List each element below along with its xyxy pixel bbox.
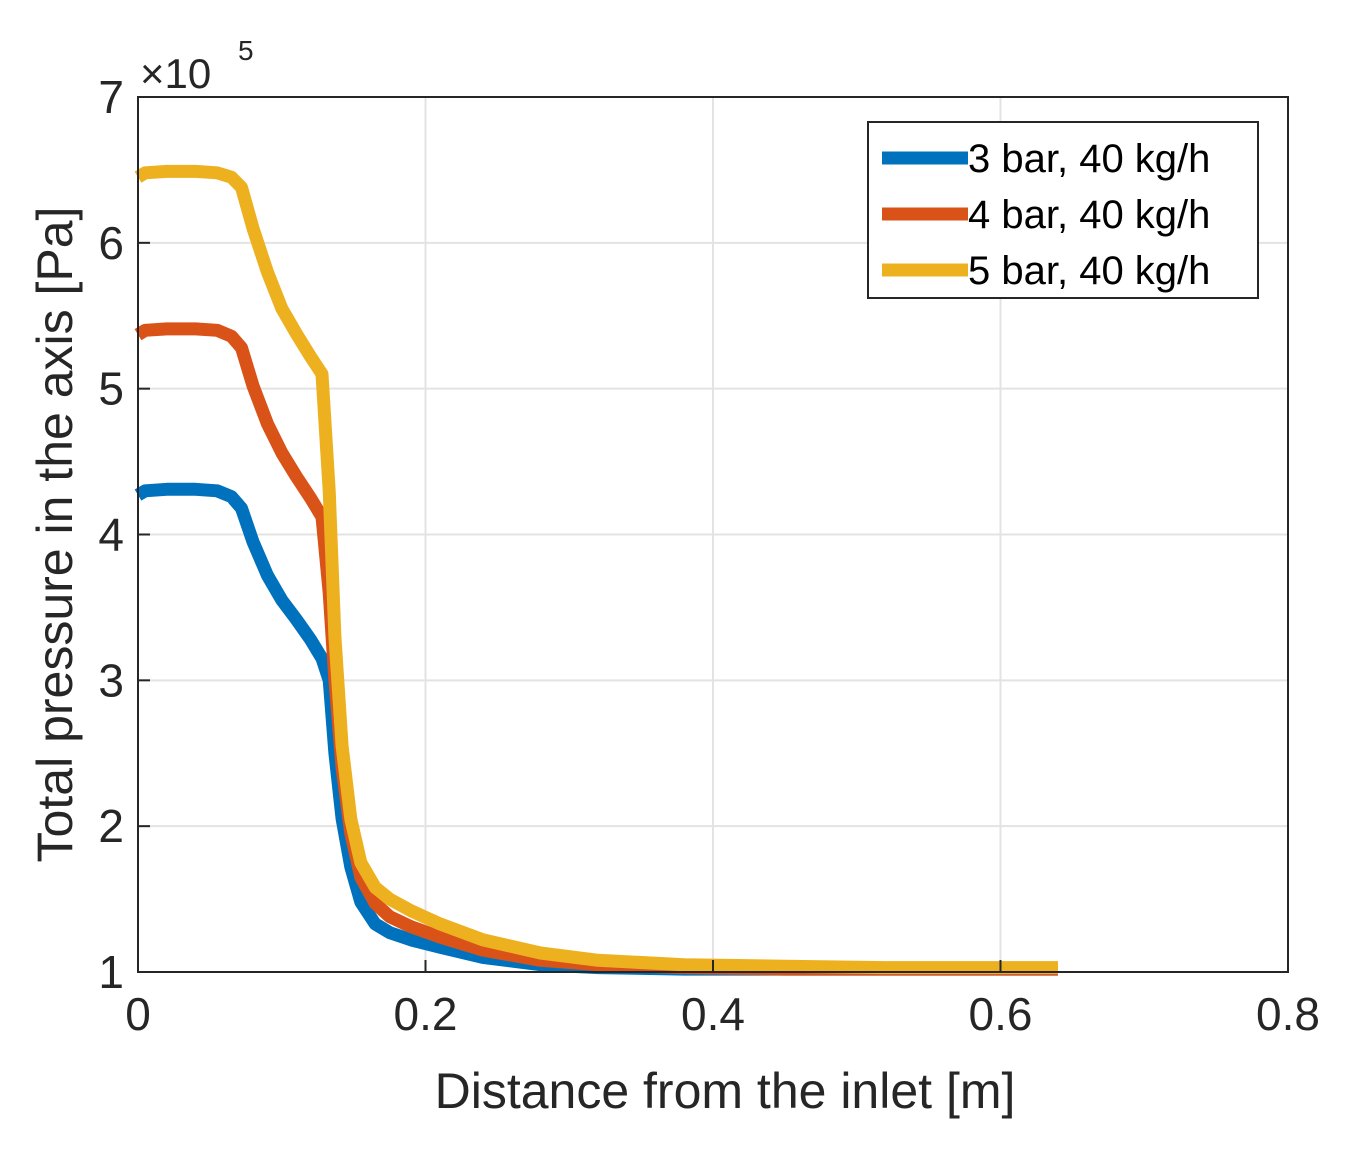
y-tick-label: 6 bbox=[98, 217, 124, 269]
y-tick-label: 1 bbox=[98, 946, 124, 998]
y-tick-label: 5 bbox=[98, 363, 124, 415]
y-tick-label: 2 bbox=[98, 800, 124, 852]
y-tick-label: 3 bbox=[98, 654, 124, 706]
legend: 3 bar, 40 kg/h 4 bar, 40 kg/h 5 bar, 40 kg… bbox=[867, 121, 1259, 299]
series-line-3 bbox=[134, 164, 1058, 975]
legend-label-2: 4 bar, 40 kg/h bbox=[968, 193, 1210, 237]
x-tick-label: 0.2 bbox=[394, 988, 458, 1040]
axis-ticks: 0 0.2 0.4 0.6 0.8 1 2 3 4 5 6 7 bbox=[98, 71, 1320, 1040]
y-tick-label: 4 bbox=[98, 509, 124, 561]
x-tick-label: 0.4 bbox=[681, 988, 745, 1040]
legend-label-1: 3 bar, 40 kg/h bbox=[968, 137, 1210, 181]
x-tick-label: 0 bbox=[125, 988, 151, 1040]
x-tick-label: 0.6 bbox=[969, 988, 1033, 1040]
y-tick-label: 7 bbox=[98, 71, 124, 123]
series-lines bbox=[134, 164, 1058, 976]
legend-label-3: 5 bar, 40 kg/h bbox=[968, 249, 1210, 293]
y-exponent-base: ×10 bbox=[140, 50, 211, 97]
x-tick-label: 0.8 bbox=[1256, 988, 1320, 1040]
x-axis-label: Distance from the inlet [m] bbox=[435, 1063, 1016, 1119]
y-axis-label: Total pressure in the axis [Pa] bbox=[27, 207, 83, 863]
y-exponent-power: 5 bbox=[238, 35, 254, 66]
